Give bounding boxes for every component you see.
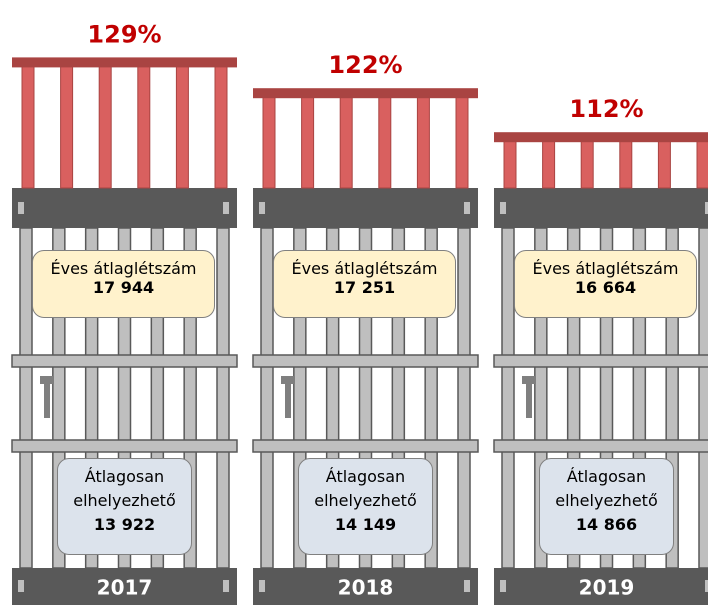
cross-bar [253,355,478,367]
gate-top [494,188,708,228]
rivet [464,580,470,592]
bar-post [263,94,275,188]
year-label: 2018 [338,576,394,600]
bar-post [302,94,314,188]
lock-shaft [526,384,532,418]
gate-top [12,188,237,228]
bar-post [417,94,429,188]
bar-post [543,138,555,188]
headcount-label: Éves átlaglétszám [515,259,696,278]
rivet [259,202,265,214]
bar-post [215,63,227,188]
bar-post [99,63,111,188]
headcount-value: 16 664 [515,278,696,297]
value-label: 129% [87,20,161,48]
gate-bar [699,228,708,568]
headcount-value: 17 944 [33,278,214,297]
bar-post [504,138,516,188]
headcount-value: 17 251 [274,278,455,297]
bar-post [138,63,150,188]
cross-bar [494,355,708,367]
gate-bar [20,228,32,568]
bar-post [456,94,468,188]
rivet [223,580,229,592]
cross-bar [12,440,237,452]
bar [253,88,478,188]
capacity-label: Átlagosan elhelyezhető [307,465,424,513]
bar-top [494,132,708,142]
gate-bar [261,228,273,568]
gate-top [253,188,478,228]
bar-post [176,63,188,188]
gate-bar [458,228,470,568]
bar [494,132,708,188]
bar-post [340,94,352,188]
rivet [500,202,506,214]
value-label: 122% [328,51,402,79]
value-label: 112% [569,95,643,123]
rivet [18,580,24,592]
bar-post [61,63,73,188]
headcount-label: Éves átlaglétszám [274,259,455,278]
capacity-value: 14 149 [307,513,424,537]
bar-post [620,138,632,188]
lock [522,376,536,384]
lock-shaft [44,384,50,418]
lock [281,376,295,384]
bar-post [581,138,593,188]
gate-bar [217,228,229,568]
cross-bar [494,440,708,452]
bar-post [658,138,670,188]
gate-bar [502,228,514,568]
bar-post [22,63,34,188]
bar-post [379,94,391,188]
cross-bar [253,440,478,452]
headcount-label: Éves átlaglétszám [33,259,214,278]
capacity-value: 14 866 [548,513,665,537]
rivet [500,580,506,592]
bar-top [253,88,478,98]
rivet [464,202,470,214]
lock-shaft [285,384,291,418]
bar [12,57,237,188]
capacity-label: Átlagosan elhelyezhető [548,465,665,513]
year-label: 2017 [97,576,153,600]
rivet [259,580,265,592]
cross-bar [12,355,237,367]
rivet [223,202,229,214]
lock [40,376,54,384]
infographic: 2017 129% 2018 122% 2019 112% Éves átlaglétsz… [0,0,708,605]
bar-post [697,138,708,188]
capacity-value: 13 922 [66,513,183,537]
capacity-label: Átlagosan elhelyezhető [66,465,183,513]
bar-top [12,57,237,67]
year-label: 2019 [579,576,635,600]
rivet [18,202,24,214]
